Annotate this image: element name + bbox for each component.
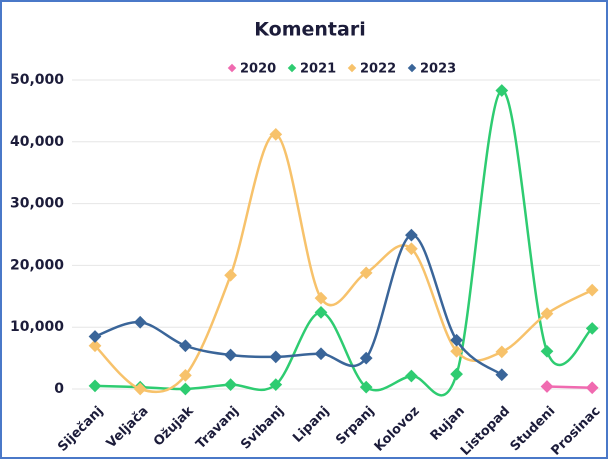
legend-marker (287, 63, 297, 73)
data-point (179, 339, 192, 353)
legend-label: 2020 (240, 62, 276, 77)
data-point (405, 242, 418, 256)
data-point (359, 380, 373, 394)
y-tick-label: 30,000 (10, 196, 64, 212)
y-tick-label: 50,000 (10, 72, 64, 88)
legend-marker (407, 63, 417, 73)
data-point (450, 367, 463, 381)
data-point (224, 268, 237, 282)
data-point (405, 369, 418, 383)
data-point (88, 379, 102, 393)
legend-label: 2021 (300, 62, 336, 77)
legend-marker (227, 63, 237, 73)
data-point (495, 84, 509, 97)
legend-label: 2022 (360, 62, 396, 77)
data-point (269, 350, 283, 364)
y-tick-label: 0 (54, 381, 64, 397)
y-tick-label: 40,000 (10, 134, 64, 150)
data-point (359, 266, 373, 280)
data-point (224, 348, 237, 362)
legend-marker (347, 63, 357, 73)
data-point (179, 369, 192, 382)
data-point (269, 128, 283, 141)
data-point (224, 378, 237, 392)
data-point (495, 345, 509, 359)
data-point (450, 344, 463, 358)
y-tick-label: 20,000 (10, 257, 64, 273)
data-point (133, 315, 147, 329)
data-point (88, 330, 102, 343)
series-line (546, 385, 593, 390)
data-point (314, 347, 328, 361)
data-point (179, 382, 192, 396)
y-tick-label: 10,000 (10, 319, 64, 335)
data-point (314, 306, 328, 319)
data-point (133, 382, 147, 396)
data-point (405, 228, 418, 242)
data-point (359, 351, 373, 365)
data-point (88, 339, 102, 353)
data-point (495, 368, 509, 382)
data-point (314, 291, 328, 305)
data-point (450, 333, 463, 347)
data-point (269, 378, 283, 392)
legend-label: 2023 (420, 62, 456, 77)
chart-title: Komentari (254, 19, 365, 41)
series-line (94, 89, 594, 397)
